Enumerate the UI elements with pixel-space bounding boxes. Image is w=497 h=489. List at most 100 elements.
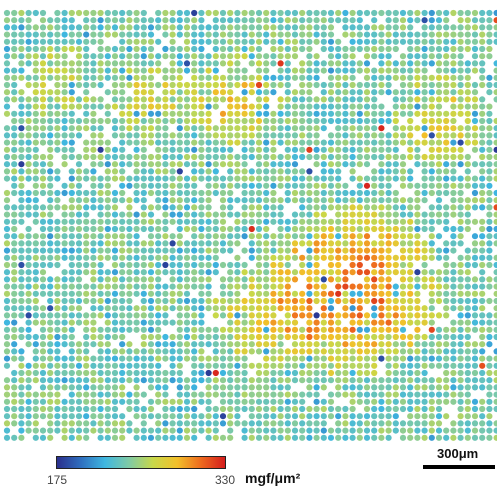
- map-dot: [111, 413, 119, 420]
- map-dot: [18, 53, 25, 60]
- map-dot: [385, 283, 392, 290]
- map-dot: [11, 110, 18, 117]
- map-dot: [83, 211, 90, 218]
- map-dot: [349, 225, 356, 233]
- map-dot: [371, 9, 378, 17]
- map-dot: [147, 38, 155, 45]
- map-dot: [284, 60, 291, 67]
- map-dot: [248, 45, 255, 53]
- map-dot: [457, 96, 464, 103]
- map-dot: [399, 218, 407, 225]
- map-dot: [39, 341, 47, 348]
- map-dot: [479, 31, 486, 38]
- map-dot: [335, 348, 342, 355]
- map-dot: [183, 283, 191, 290]
- map-dot: [140, 341, 147, 348]
- map-dot: [212, 225, 219, 233]
- map-dot: [176, 233, 183, 240]
- map-dot: [327, 247, 335, 254]
- map-dot: [291, 333, 299, 341]
- map-dot: [263, 146, 270, 153]
- map-dot: [471, 283, 479, 290]
- map-dot: [371, 125, 378, 132]
- map-dot: [399, 9, 407, 17]
- map-dot: [363, 269, 371, 276]
- map-dot: [212, 189, 219, 197]
- map-dot: [486, 175, 493, 182]
- map-dot: [126, 125, 133, 132]
- map-dot: [176, 319, 183, 326]
- map-dot: [54, 96, 61, 103]
- map-dot: [457, 153, 464, 161]
- map-dot: [39, 290, 47, 297]
- map-dot: [306, 153, 313, 161]
- map-dot: [11, 117, 18, 125]
- map-dot: [155, 24, 162, 31]
- map-dot: [443, 254, 450, 261]
- map-dot: [3, 17, 11, 24]
- map-dot: [18, 405, 25, 413]
- map-dot: [284, 81, 291, 89]
- map-dot: [191, 117, 198, 125]
- map-dot: [83, 125, 90, 132]
- map-dot: [428, 161, 435, 168]
- map-dot: [385, 74, 392, 81]
- map-dot: [90, 305, 97, 312]
- map-dot: [457, 434, 464, 441]
- map-dot: [363, 233, 371, 240]
- map-dot: [450, 283, 457, 290]
- map-dot: [176, 211, 183, 218]
- map-dot: [255, 53, 263, 60]
- map-dot: [407, 139, 414, 146]
- map-dot: [320, 81, 327, 89]
- map-dot: [205, 276, 212, 283]
- map-dot: [198, 269, 205, 276]
- map-dot: [241, 283, 248, 290]
- map-dot: [392, 348, 399, 355]
- map-dot: [198, 420, 205, 427]
- map-dot: [486, 117, 493, 125]
- map-dot: [493, 153, 497, 161]
- map-dot: [371, 24, 378, 31]
- map-dot: [443, 348, 450, 355]
- map-dot: [198, 391, 205, 398]
- map-dot: [104, 17, 111, 24]
- map-dot: [83, 9, 90, 17]
- map-dot: [176, 103, 183, 110]
- map-dot: [183, 189, 191, 197]
- map-dot: [399, 319, 407, 326]
- map-dot: [219, 53, 227, 60]
- map-dot: [450, 434, 457, 441]
- map-dot: [493, 405, 497, 413]
- map-dot: [97, 153, 104, 161]
- map-dot: [90, 17, 97, 24]
- map-dot: [291, 9, 299, 17]
- map-dot: [385, 211, 392, 218]
- map-dot: [291, 96, 299, 103]
- map-dot: [126, 276, 133, 283]
- map-dot: [306, 67, 313, 74]
- map-dot: [205, 233, 212, 240]
- map-dot: [54, 197, 61, 204]
- map-dot: [39, 67, 47, 74]
- map-dot: [183, 355, 191, 362]
- map-dot: [140, 139, 147, 146]
- map-dot: [255, 377, 263, 384]
- map-dot: [147, 89, 155, 96]
- map-dot: [83, 420, 90, 427]
- map-dot: [414, 283, 421, 290]
- map-dot: [299, 204, 306, 211]
- map-dot: [176, 45, 183, 53]
- map-dot: [68, 96, 75, 103]
- map-dot: [443, 17, 450, 24]
- map-dot: [493, 254, 497, 261]
- map-dot: [270, 17, 277, 24]
- map-dot: [414, 405, 421, 413]
- map-dot: [421, 81, 428, 89]
- map-dot: [155, 283, 162, 290]
- map-dot: [363, 348, 371, 355]
- map-dot: [313, 74, 320, 81]
- map-dot: [493, 261, 497, 269]
- map-dot: [299, 182, 306, 189]
- map-dot: [198, 276, 205, 283]
